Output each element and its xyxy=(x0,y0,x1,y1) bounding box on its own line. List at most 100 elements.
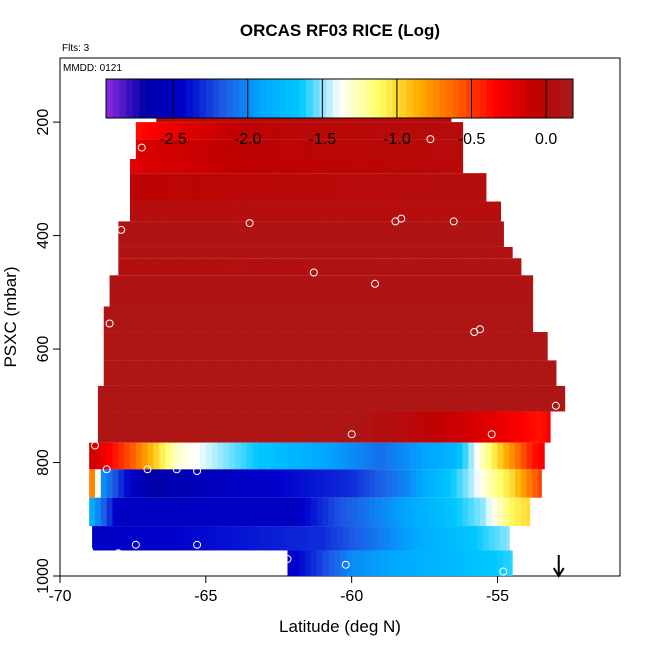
heatmap-cell xyxy=(328,258,335,276)
heatmap-cell xyxy=(185,411,192,443)
heatmap-cell xyxy=(147,201,154,222)
heatmap-cell xyxy=(386,550,394,576)
heatmap-cell xyxy=(485,442,493,470)
heatmap-cell xyxy=(357,246,364,259)
heatmap-cell xyxy=(389,526,397,551)
heatmap-cell xyxy=(357,139,364,159)
heatmap-cell xyxy=(377,306,385,333)
heatmap-cell xyxy=(369,221,376,247)
heatmap-cell xyxy=(369,122,376,140)
heatmap-cell xyxy=(211,258,219,276)
heatmap-cell xyxy=(275,173,283,202)
heatmap-cell xyxy=(494,385,502,412)
heatmap-cell xyxy=(398,497,405,527)
heatmap-cell xyxy=(188,258,195,276)
heatmap-cell xyxy=(541,385,548,412)
heatmap-cell xyxy=(433,258,440,276)
heatmap-cell xyxy=(92,526,99,551)
heatmap-cell xyxy=(348,526,356,551)
heatmap-cell xyxy=(410,201,417,222)
heatmap-cell xyxy=(264,139,271,159)
heatmap-cell xyxy=(147,258,154,276)
heatmap-cell xyxy=(468,173,475,202)
heatmap-cell xyxy=(383,275,391,307)
heatmap-cell xyxy=(255,385,262,412)
heatmap-cell xyxy=(293,122,300,140)
heatmap-cell xyxy=(138,411,146,443)
heatmap-cell xyxy=(357,497,364,527)
heatmap-cell xyxy=(375,122,382,140)
heatmap-cell xyxy=(445,158,452,174)
heatmap-cell xyxy=(287,173,294,202)
heatmap-cell xyxy=(325,332,332,361)
heatmap-cell xyxy=(232,360,239,386)
heatmap-cell xyxy=(404,469,411,498)
heatmap-cell xyxy=(127,332,134,361)
heatmap-cell xyxy=(182,139,189,159)
heatmap-cell xyxy=(372,411,379,443)
colorbar-frame xyxy=(105,78,574,119)
heatmap-cell xyxy=(372,332,379,361)
heatmap-cell xyxy=(232,332,239,361)
heatmap-cell xyxy=(246,122,254,140)
heatmap-cell xyxy=(471,411,478,443)
heatmap-cell xyxy=(345,201,353,222)
colorbar-segment xyxy=(306,79,314,118)
heatmap-cell xyxy=(156,526,163,551)
colorbar-segment xyxy=(332,79,340,118)
heatmap-cell xyxy=(427,246,434,259)
heatmap-cell xyxy=(159,497,166,527)
heatmap-cell xyxy=(424,360,432,386)
heatmap-cell xyxy=(535,332,542,361)
heatmap-cell xyxy=(144,332,152,361)
heatmap-cell xyxy=(337,411,344,443)
heatmap-cell xyxy=(138,360,146,386)
heatmap-cell xyxy=(240,173,248,202)
heatmap-cell xyxy=(106,497,114,527)
heatmap-cell xyxy=(127,526,134,551)
heatmap-cell xyxy=(89,497,96,527)
heatmap-cell xyxy=(217,497,224,527)
heatmap-cell xyxy=(328,158,335,174)
heatmap-cell xyxy=(141,173,149,202)
heatmap-cell xyxy=(132,306,140,333)
heatmap-cell xyxy=(328,550,335,576)
observation-point xyxy=(143,465,152,474)
heatmap-cell xyxy=(179,360,187,386)
heatmap-cell xyxy=(421,497,429,527)
heatmap-cell xyxy=(258,246,265,259)
heatmap-cell xyxy=(439,246,446,259)
heatmap-cell xyxy=(150,332,157,361)
heatmap-cell xyxy=(217,246,224,259)
colorbar-segment xyxy=(259,79,267,118)
heatmap-cell xyxy=(503,469,510,498)
heatmap-cell xyxy=(100,497,108,527)
heatmap-cell xyxy=(272,411,280,443)
heatmap-cell xyxy=(235,122,242,140)
colorbar-segment xyxy=(479,79,487,118)
heatmap-cell xyxy=(272,332,280,361)
heatmap-cell xyxy=(217,221,224,247)
heatmap-cell xyxy=(485,469,493,498)
heatmap-cell xyxy=(118,469,125,498)
heatmap-cell xyxy=(418,360,426,386)
heatmap-cell xyxy=(389,385,397,412)
heatmap-cell xyxy=(135,173,143,202)
heatmap-cell xyxy=(144,385,152,412)
heatmap-cell xyxy=(450,442,458,470)
heatmap-cell xyxy=(383,332,391,361)
heatmap-cell xyxy=(468,258,475,276)
heatmap-cell xyxy=(127,385,134,412)
heatmap-cell xyxy=(325,306,332,333)
heatmap-cell xyxy=(138,526,146,551)
heatmap-cell xyxy=(363,550,370,576)
heatmap-cell xyxy=(106,442,114,470)
heatmap-cell xyxy=(497,550,504,576)
heatmap-cell xyxy=(398,442,405,470)
heatmap-cell xyxy=(162,385,169,412)
heatmap-cell xyxy=(305,442,312,470)
heatmap-cell xyxy=(261,275,268,307)
heatmap-cell xyxy=(208,275,216,307)
heatmap-cell xyxy=(439,221,446,247)
heatmap-cell xyxy=(182,221,189,247)
